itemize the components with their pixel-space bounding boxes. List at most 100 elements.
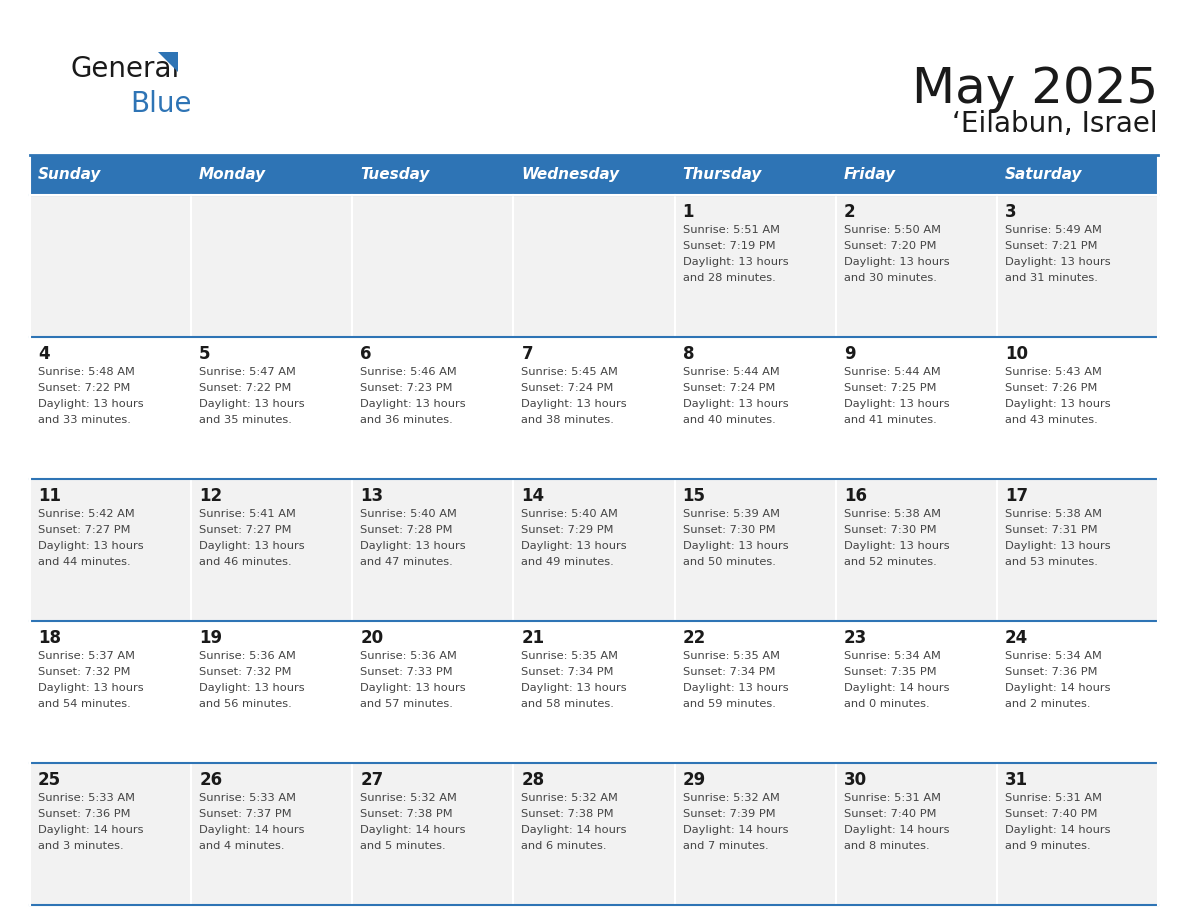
Text: Daylight: 13 hours: Daylight: 13 hours [360, 683, 466, 693]
Bar [30, 479, 1158, 621]
Text: Sunrise: 5:32 AM: Sunrise: 5:32 AM [683, 793, 779, 803]
Bar [191, 155, 353, 195]
Text: Thursday: Thursday [683, 167, 762, 183]
Text: Sunset: 7:36 PM: Sunset: 7:36 PM [38, 809, 131, 819]
Text: Daylight: 13 hours: Daylight: 13 hours [200, 399, 305, 409]
Text: 7: 7 [522, 345, 533, 363]
Text: Daylight: 13 hours: Daylight: 13 hours [360, 541, 466, 551]
Text: and 6 minutes.: and 6 minutes. [522, 841, 607, 851]
Text: 12: 12 [200, 487, 222, 505]
Text: Sunset: 7:24 PM: Sunset: 7:24 PM [522, 383, 614, 393]
Bar [30, 337, 1158, 479]
Text: Sunrise: 5:48 AM: Sunrise: 5:48 AM [38, 367, 135, 377]
Text: Sunrise: 5:33 AM: Sunrise: 5:33 AM [38, 793, 135, 803]
Text: and 36 minutes.: and 36 minutes. [360, 415, 453, 425]
Text: Monday: Monday [200, 167, 266, 183]
Text: and 46 minutes.: and 46 minutes. [200, 557, 292, 567]
Text: 27: 27 [360, 771, 384, 789]
Text: Sunrise: 5:38 AM: Sunrise: 5:38 AM [843, 509, 941, 519]
Bar [675, 155, 835, 195]
Text: and 31 minutes.: and 31 minutes. [1005, 273, 1098, 283]
Text: Sunrise: 5:42 AM: Sunrise: 5:42 AM [38, 509, 134, 519]
Text: 21: 21 [522, 629, 544, 647]
Text: 4: 4 [38, 345, 50, 363]
Text: and 38 minutes.: and 38 minutes. [522, 415, 614, 425]
Text: Daylight: 13 hours: Daylight: 13 hours [843, 257, 949, 267]
Text: Sunset: 7:32 PM: Sunset: 7:32 PM [38, 667, 131, 677]
Bar [835, 155, 997, 195]
Text: Sunset: 7:38 PM: Sunset: 7:38 PM [522, 809, 614, 819]
Bar [997, 155, 1158, 195]
Bar [513, 155, 675, 195]
Text: Daylight: 13 hours: Daylight: 13 hours [683, 257, 788, 267]
Text: and 49 minutes.: and 49 minutes. [522, 557, 614, 567]
Text: 10: 10 [1005, 345, 1028, 363]
Text: Daylight: 13 hours: Daylight: 13 hours [843, 541, 949, 551]
Text: Sunset: 7:35 PM: Sunset: 7:35 PM [843, 667, 936, 677]
Text: Daylight: 14 hours: Daylight: 14 hours [843, 683, 949, 693]
Text: 8: 8 [683, 345, 694, 363]
Text: and 2 minutes.: and 2 minutes. [1005, 699, 1091, 709]
Text: and 35 minutes.: and 35 minutes. [200, 415, 292, 425]
Text: Sunset: 7:22 PM: Sunset: 7:22 PM [38, 383, 131, 393]
Text: 14: 14 [522, 487, 544, 505]
Text: Sunrise: 5:36 AM: Sunrise: 5:36 AM [200, 651, 296, 661]
Bar [30, 155, 191, 195]
Text: 15: 15 [683, 487, 706, 505]
Text: Sunrise: 5:34 AM: Sunrise: 5:34 AM [1005, 651, 1101, 661]
Text: Sunset: 7:40 PM: Sunset: 7:40 PM [843, 809, 936, 819]
Text: 5: 5 [200, 345, 210, 363]
Text: Sunrise: 5:45 AM: Sunrise: 5:45 AM [522, 367, 618, 377]
Bar [353, 155, 513, 195]
Text: Daylight: 13 hours: Daylight: 13 hours [522, 399, 627, 409]
Text: and 8 minutes.: and 8 minutes. [843, 841, 929, 851]
Text: Sunrise: 5:35 AM: Sunrise: 5:35 AM [522, 651, 619, 661]
Text: Sunset: 7:34 PM: Sunset: 7:34 PM [522, 667, 614, 677]
Text: and 5 minutes.: and 5 minutes. [360, 841, 446, 851]
Text: Daylight: 14 hours: Daylight: 14 hours [683, 825, 788, 835]
Text: Daylight: 14 hours: Daylight: 14 hours [843, 825, 949, 835]
Text: Sunset: 7:26 PM: Sunset: 7:26 PM [1005, 383, 1098, 393]
Text: Daylight: 14 hours: Daylight: 14 hours [360, 825, 466, 835]
Text: Daylight: 13 hours: Daylight: 13 hours [360, 399, 466, 409]
Text: and 30 minutes.: and 30 minutes. [843, 273, 936, 283]
Polygon shape [158, 52, 178, 72]
Text: 29: 29 [683, 771, 706, 789]
Text: Sunset: 7:36 PM: Sunset: 7:36 PM [1005, 667, 1098, 677]
Text: and 54 minutes.: and 54 minutes. [38, 699, 131, 709]
Text: Sunrise: 5:31 AM: Sunrise: 5:31 AM [843, 793, 941, 803]
Text: Sunset: 7:33 PM: Sunset: 7:33 PM [360, 667, 453, 677]
Text: Sunrise: 5:39 AM: Sunrise: 5:39 AM [683, 509, 779, 519]
Text: 2: 2 [843, 203, 855, 221]
Text: Sunset: 7:20 PM: Sunset: 7:20 PM [843, 241, 936, 251]
Text: Sunset: 7:29 PM: Sunset: 7:29 PM [522, 525, 614, 535]
Text: Sunrise: 5:34 AM: Sunrise: 5:34 AM [843, 651, 941, 661]
Text: Daylight: 13 hours: Daylight: 13 hours [38, 541, 144, 551]
Text: Sunset: 7:24 PM: Sunset: 7:24 PM [683, 383, 775, 393]
Text: ‘Eilabun, Israel: ‘Eilabun, Israel [953, 110, 1158, 138]
Text: Tuesday: Tuesday [360, 167, 430, 183]
Text: Daylight: 14 hours: Daylight: 14 hours [1005, 825, 1111, 835]
Text: Sunrise: 5:40 AM: Sunrise: 5:40 AM [360, 509, 457, 519]
Text: Sunrise: 5:32 AM: Sunrise: 5:32 AM [522, 793, 618, 803]
Text: Sunset: 7:40 PM: Sunset: 7:40 PM [1005, 809, 1098, 819]
Text: Sunrise: 5:40 AM: Sunrise: 5:40 AM [522, 509, 618, 519]
Text: Daylight: 13 hours: Daylight: 13 hours [522, 541, 627, 551]
Text: Sunset: 7:38 PM: Sunset: 7:38 PM [360, 809, 453, 819]
Text: Daylight: 13 hours: Daylight: 13 hours [522, 683, 627, 693]
Text: 6: 6 [360, 345, 372, 363]
Text: Sunrise: 5:49 AM: Sunrise: 5:49 AM [1005, 225, 1101, 235]
Text: Blue: Blue [129, 90, 191, 118]
Bar [30, 195, 1158, 337]
Text: Daylight: 13 hours: Daylight: 13 hours [683, 683, 788, 693]
Text: Daylight: 13 hours: Daylight: 13 hours [1005, 257, 1111, 267]
Text: and 3 minutes.: and 3 minutes. [38, 841, 124, 851]
Text: Sunrise: 5:46 AM: Sunrise: 5:46 AM [360, 367, 457, 377]
Text: Daylight: 14 hours: Daylight: 14 hours [38, 825, 144, 835]
Text: and 59 minutes.: and 59 minutes. [683, 699, 776, 709]
Text: 24: 24 [1005, 629, 1028, 647]
Text: Sunset: 7:27 PM: Sunset: 7:27 PM [38, 525, 131, 535]
Text: Sunrise: 5:37 AM: Sunrise: 5:37 AM [38, 651, 135, 661]
Text: 28: 28 [522, 771, 544, 789]
Text: 11: 11 [38, 487, 61, 505]
